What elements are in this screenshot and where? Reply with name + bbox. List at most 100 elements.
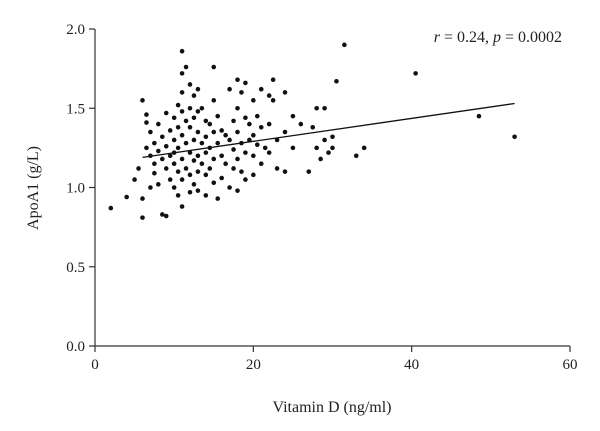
data-point [306,169,312,174]
data-point [254,142,260,148]
data-point [247,121,252,127]
data-point [148,185,153,190]
data-point [179,48,185,54]
data-point [227,86,232,92]
data-point [211,129,217,135]
data-point [330,145,335,151]
data-point [167,128,173,133]
data-point [183,140,189,146]
data-point [330,134,335,140]
data-point [243,177,248,182]
data-point [144,145,149,151]
data-point [235,129,240,135]
data-point [231,166,236,171]
p-symbol: p [492,29,501,46]
data-point [243,115,248,121]
data-point [175,169,181,174]
data-point [191,115,197,121]
data-point [239,169,244,174]
data-point [274,137,280,143]
data-point [215,140,221,146]
data-point [227,185,232,190]
data-point [171,161,177,167]
data-point [159,156,165,162]
data-point [258,124,264,130]
data-point [251,132,256,138]
data-point [314,145,319,151]
data-point [219,128,224,133]
x-axis-title: Vitamin D (ng/ml) [272,399,391,416]
data-point [251,172,256,178]
data-point [251,98,256,103]
r-symbol: r [434,29,441,46]
data-point [175,102,181,108]
data-point [195,153,201,159]
data-point [175,193,181,198]
data-point [183,64,189,70]
data-point [191,158,197,163]
data-point [140,98,145,103]
data-point [171,185,177,190]
data-point [179,204,185,209]
data-point [219,153,224,159]
data-point [266,150,272,155]
data-point [163,143,169,149]
data-point [361,145,367,151]
y-tick-label: 0.5 [66,260,85,276]
data-points [108,42,517,220]
data-point [148,129,153,135]
data-point [132,177,137,182]
data-point [179,132,185,138]
data-point [219,175,224,181]
data-point [243,80,248,86]
data-point [195,109,201,114]
data-point [195,169,201,174]
x-tick-label: 40 [404,357,419,373]
data-point [326,150,331,155]
data-point [179,156,185,162]
data-point [290,113,296,119]
data-point [159,134,165,140]
data-point [231,118,236,124]
data-point [195,86,201,92]
data-point [203,150,209,155]
y-tick-label: 2.0 [66,22,85,38]
data-point [231,147,236,152]
data-point [318,156,323,162]
data-point [270,77,276,83]
data-point [144,112,149,117]
data-point [203,118,209,124]
data-point [124,194,129,200]
data-point [251,153,256,159]
data-point [171,115,177,121]
data-point [266,121,272,127]
data-point [179,90,185,95]
data-point [167,177,173,182]
data-point [235,188,240,193]
data-point [187,124,193,130]
data-point [211,180,217,186]
data-point [413,71,418,76]
data-point [215,196,221,201]
data-point [207,166,213,171]
correlation-annotation: r = 0.24, p = 0.0002 [434,29,562,46]
data-point [159,212,165,217]
data-point [179,71,185,76]
data-point [353,153,359,159]
y-tick-label: 1.5 [66,101,85,117]
data-point [108,205,114,211]
data-point [235,156,240,162]
data-point [187,189,193,195]
data-point [163,110,169,116]
data-point [179,109,185,114]
data-point [175,124,181,130]
data-point [199,161,205,167]
data-point [211,64,217,70]
data-point [239,90,244,95]
data-point [310,124,316,130]
x-tick-label: 20 [246,357,261,373]
data-point [163,213,169,219]
trendline [142,102,515,159]
data-point [191,182,197,187]
